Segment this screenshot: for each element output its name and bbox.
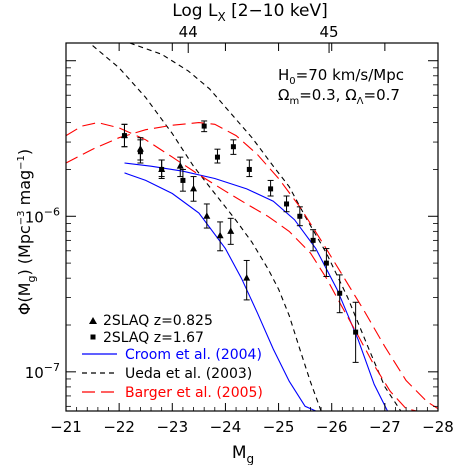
x-tick-label: −21 bbox=[50, 418, 82, 436]
svg-text:H0=70 km/s/Mpc: H0=70 km/s/Mpc bbox=[278, 66, 404, 87]
square-point bbox=[159, 166, 165, 172]
triangle-point bbox=[203, 212, 211, 219]
y-tick-label: 10−7 bbox=[25, 361, 60, 382]
x-tick-label: −23 bbox=[156, 418, 188, 436]
y-axis-ticks: 10−7 10−6 bbox=[25, 60, 438, 407]
triangle-point bbox=[176, 162, 184, 169]
model-curve-dashed bbox=[129, 43, 402, 411]
legend-label: Barger et al. (2005) bbox=[125, 385, 263, 401]
triangle-point bbox=[227, 227, 235, 234]
x-tick-label: −24 bbox=[210, 418, 242, 436]
x-tick-label: −27 bbox=[369, 418, 401, 436]
square-point bbox=[284, 201, 290, 207]
y-tick-label: 10−6 bbox=[25, 205, 60, 226]
square-point bbox=[310, 237, 316, 243]
square-point bbox=[337, 290, 343, 296]
square-point bbox=[323, 260, 329, 266]
legend-label: Croom et al. (2004) bbox=[125, 347, 262, 363]
legend-triangle-marker bbox=[89, 317, 97, 324]
model-curve-dashed bbox=[92, 45, 322, 411]
x-tick-label: −26 bbox=[316, 418, 348, 436]
triangle-point bbox=[243, 274, 251, 281]
square-point bbox=[201, 123, 207, 129]
model-curve-solid bbox=[124, 162, 388, 411]
y-axis-label: Φ(Mg) (Mpc−3 mag−1) bbox=[15, 149, 38, 315]
data-points bbox=[120, 120, 359, 363]
square-point bbox=[297, 213, 303, 219]
model-curve-longdash bbox=[66, 122, 417, 411]
svg-text:Ωm=0.3, ΩΛ=0.7: Ωm=0.3, ΩΛ=0.7 bbox=[278, 86, 400, 107]
cosmology-annotation: H0=70 km/s/Mpc Ωm=0.3, ΩΛ=0.7 bbox=[278, 66, 404, 107]
x-tick-label: −22 bbox=[103, 418, 135, 436]
legend-label: Ueda et al. (2003) bbox=[125, 366, 252, 382]
triangle-point bbox=[190, 184, 198, 192]
x-tick-label: −28 bbox=[422, 418, 454, 436]
top-axis-ticks: 44 45 bbox=[179, 23, 339, 53]
model-curve-solid bbox=[124, 172, 317, 411]
square-point bbox=[214, 154, 220, 160]
model-curves bbox=[66, 43, 438, 411]
model-curve-longdash bbox=[66, 122, 438, 410]
triangle-point bbox=[216, 231, 224, 239]
top-tick-label: 45 bbox=[320, 23, 339, 41]
square-point bbox=[121, 133, 127, 139]
x-tick-label: −25 bbox=[263, 418, 295, 436]
legend-label: 2SLAQ z=1.67 bbox=[103, 330, 204, 346]
square-point bbox=[137, 149, 143, 155]
plot-frame bbox=[65, 42, 439, 412]
square-point bbox=[230, 144, 236, 150]
legend-label: 2SLAQ z=0.825 bbox=[103, 313, 213, 329]
square-point bbox=[180, 177, 186, 183]
x-axis-label: Mg bbox=[232, 443, 254, 465]
top-tick-label: 44 bbox=[179, 23, 198, 41]
x-axis-ticks: −21 −22 −23 −24 −25 −26 −27 −28 bbox=[50, 43, 454, 436]
top-axis-label: Log LX [2−10 keV] bbox=[172, 1, 328, 24]
legend-square-marker bbox=[90, 334, 96, 340]
square-point bbox=[268, 186, 274, 192]
square-point bbox=[353, 329, 359, 335]
square-point bbox=[246, 166, 252, 172]
